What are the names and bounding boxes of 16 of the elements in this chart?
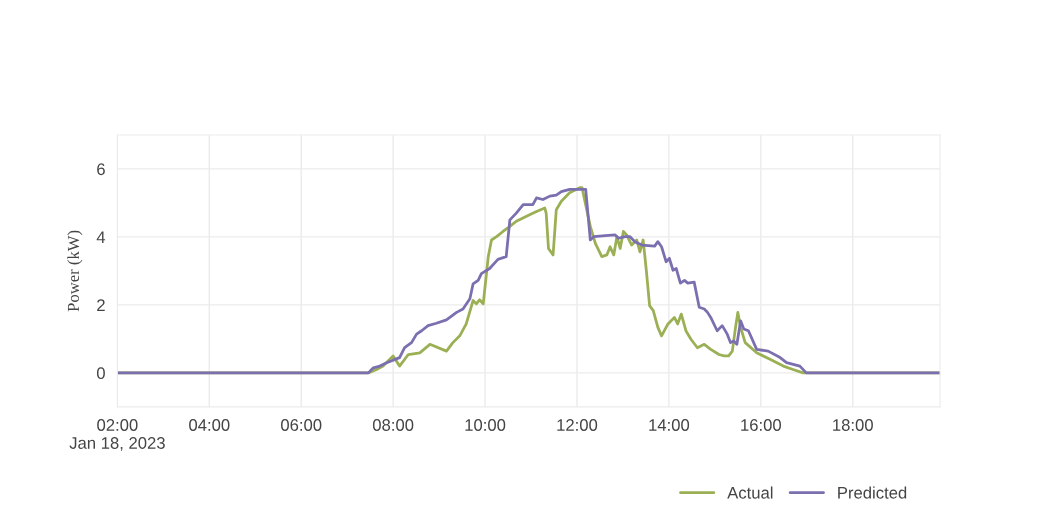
x-tick-label: 02:00 Jan 18, 2023	[69, 419, 165, 451]
x-tick-label: 10:00	[465, 419, 506, 431]
legend-label: Actual	[727, 486, 773, 499]
x-tick-label: 04:00	[189, 419, 230, 431]
legend-label: Predicted	[838, 486, 907, 499]
y-tick-label: 2	[97, 299, 105, 311]
x-tick-label: 12:00	[557, 419, 598, 431]
x-tick-label: 16:00	[741, 419, 782, 431]
x-tick-label: 18:00	[833, 419, 873, 431]
y-tick-label: 0	[96, 367, 105, 380]
x-tick-label: 08:00	[372, 419, 414, 431]
x-tick-label: 14:00	[649, 419, 690, 431]
y-tick-label: 4	[96, 231, 106, 243]
y-axis-title: Power (kW)	[67, 230, 83, 312]
y-tick-label: 6	[97, 163, 105, 176]
x-tick-label: 06:00	[281, 419, 322, 431]
